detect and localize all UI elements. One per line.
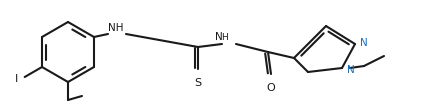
Text: I: I: [14, 74, 18, 84]
Text: N: N: [215, 32, 223, 42]
Text: N: N: [347, 65, 355, 75]
Text: N: N: [360, 38, 368, 48]
Text: H: H: [222, 33, 228, 42]
Text: O: O: [267, 83, 275, 93]
Text: NH: NH: [108, 23, 124, 33]
Text: S: S: [194, 78, 201, 88]
